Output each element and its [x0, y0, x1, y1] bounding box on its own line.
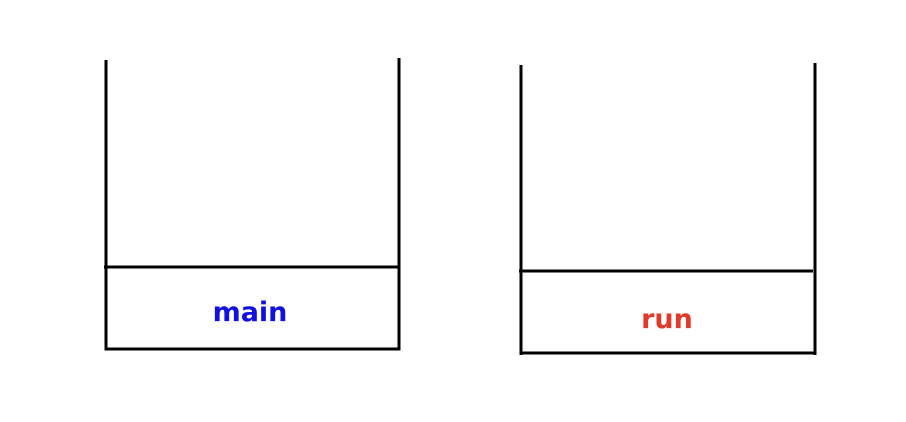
frame-label-main: main [213, 297, 288, 328]
stack-frame-main: main [104, 265, 398, 328]
stack-left: main [104, 58, 401, 351]
stack-right: run [519, 63, 817, 355]
stack-frame-run: run [519, 269, 813, 335]
frame-label-run: run [641, 304, 693, 335]
